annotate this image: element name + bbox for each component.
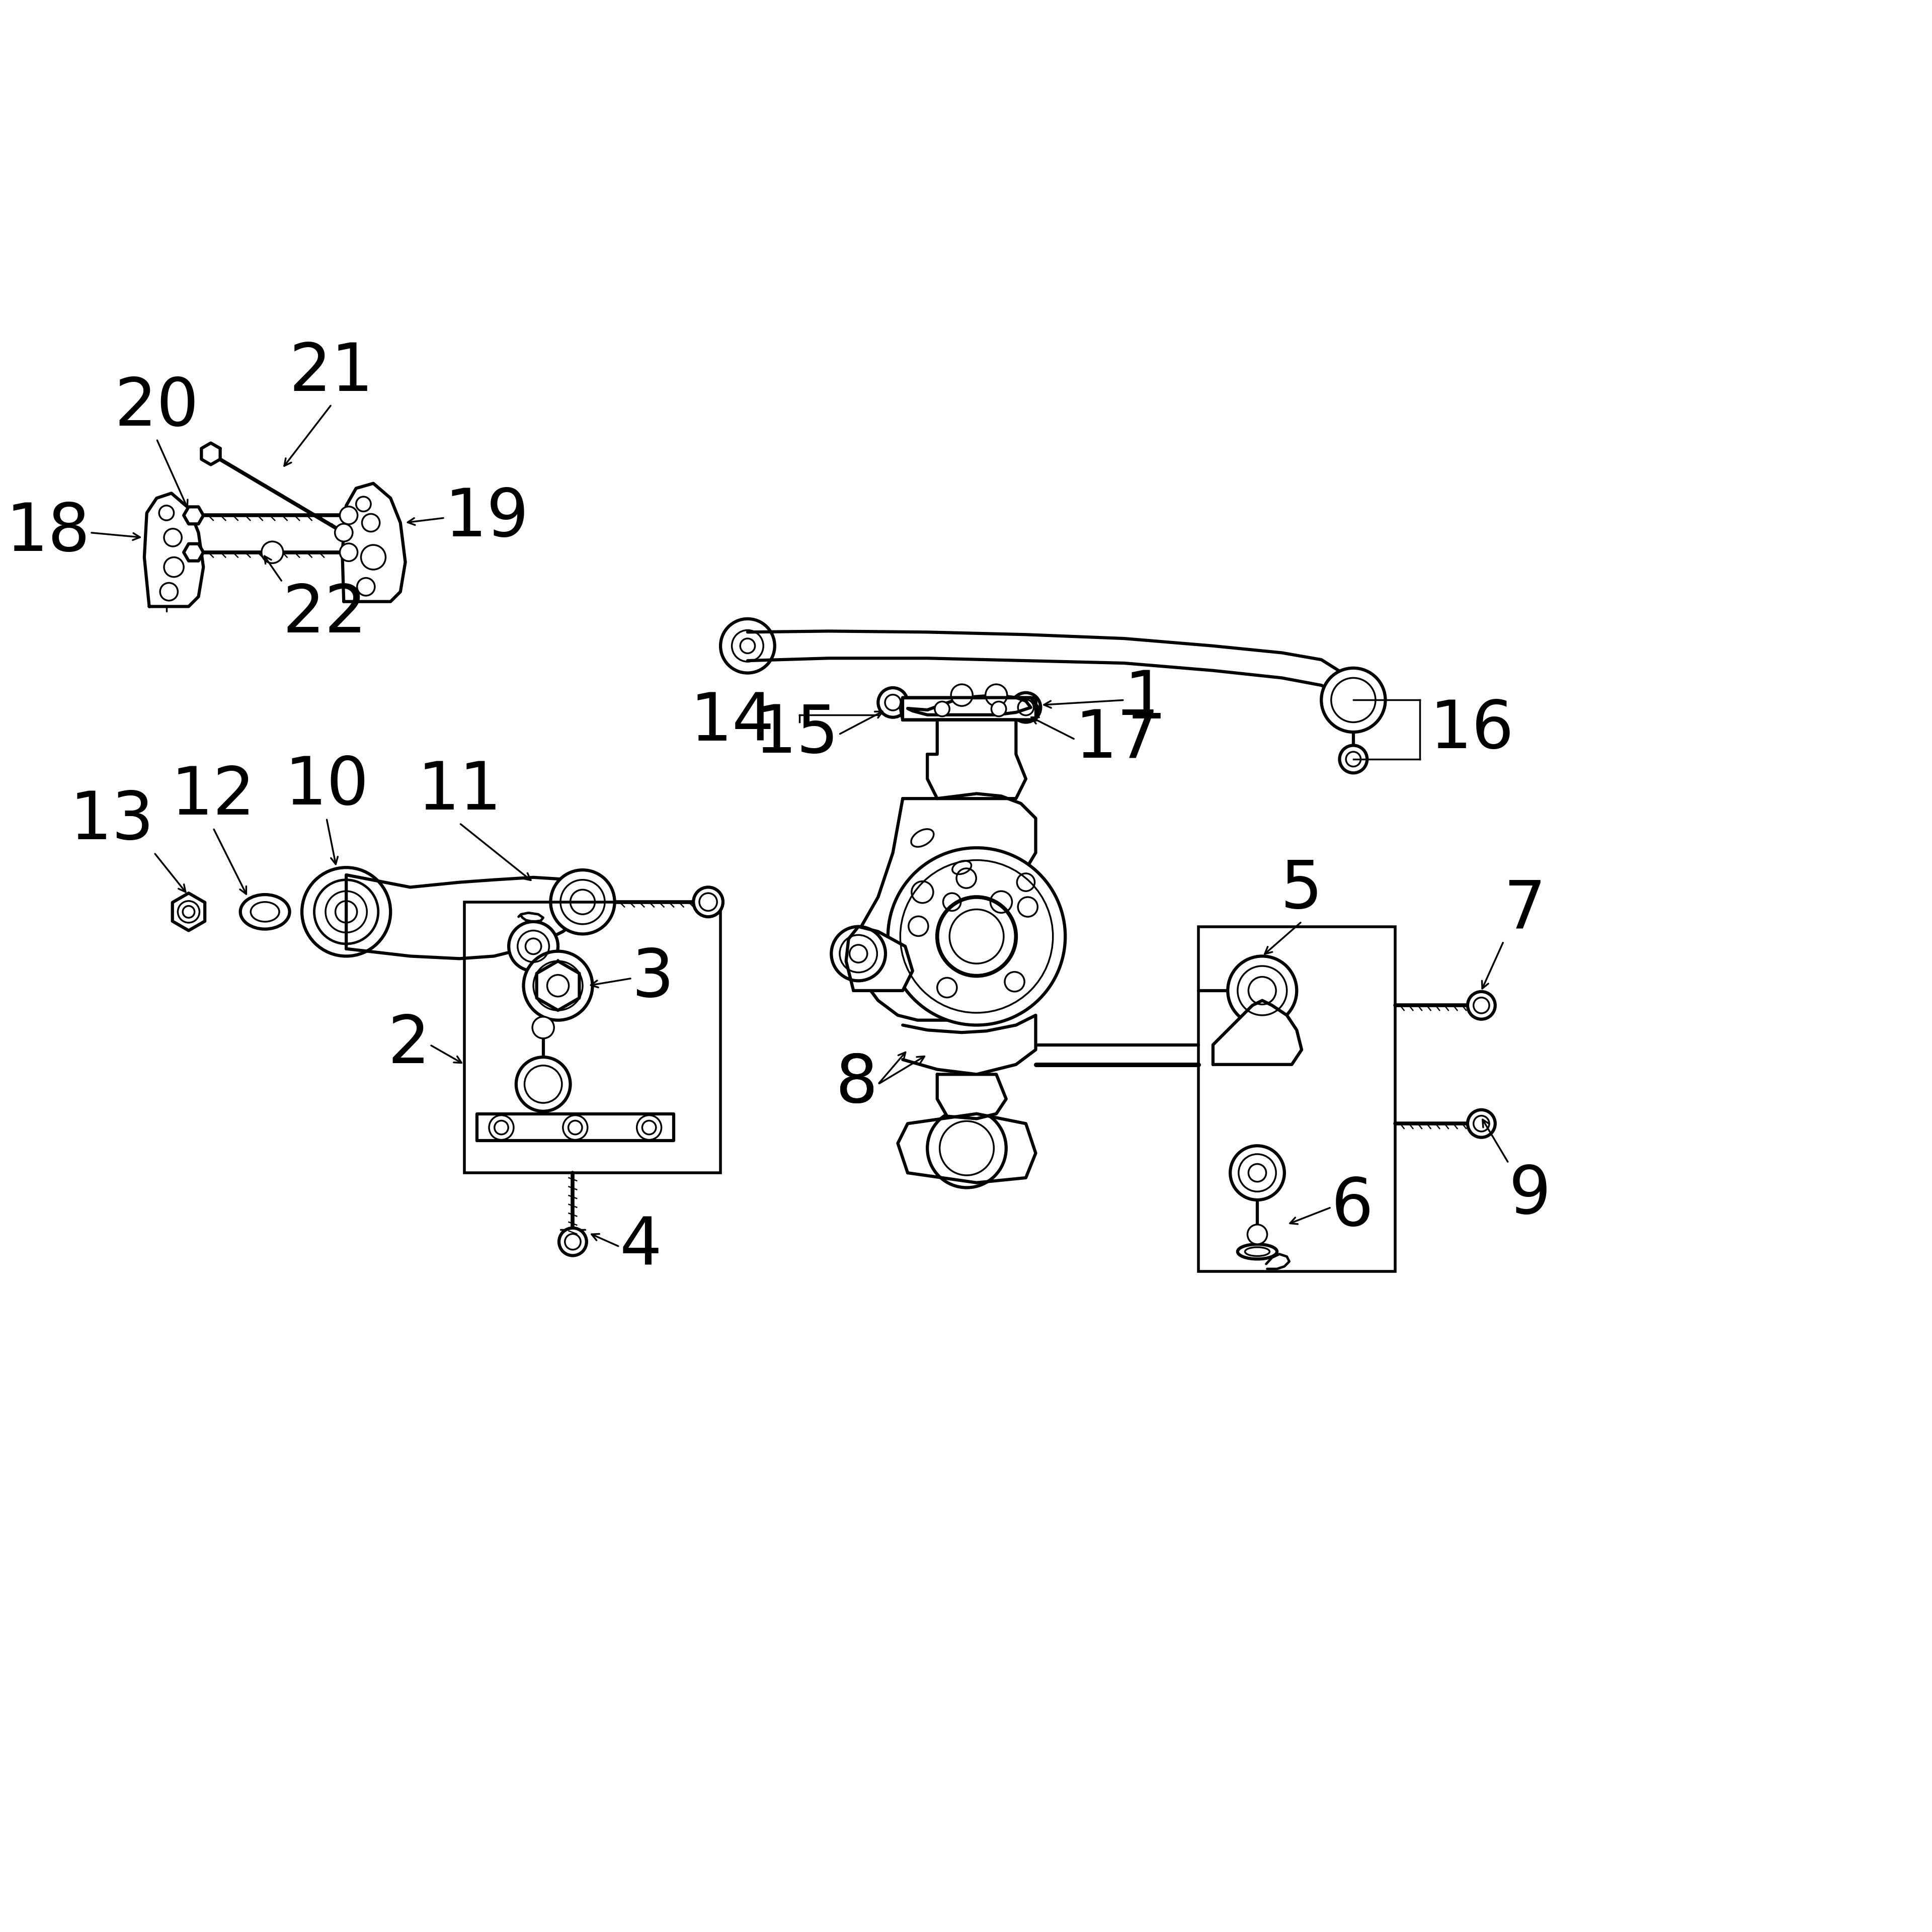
Circle shape <box>638 1115 661 1140</box>
Polygon shape <box>902 1014 1036 1074</box>
Text: 2: 2 <box>388 1012 431 1076</box>
Text: 4: 4 <box>620 1215 663 1279</box>
Circle shape <box>301 867 390 956</box>
Circle shape <box>551 869 614 933</box>
Polygon shape <box>346 875 587 958</box>
Circle shape <box>178 900 199 923</box>
Circle shape <box>956 867 976 889</box>
Circle shape <box>334 524 354 541</box>
Text: 3: 3 <box>632 947 674 1010</box>
Text: 13: 13 <box>70 788 155 852</box>
Polygon shape <box>537 960 580 1010</box>
Circle shape <box>1018 896 1037 918</box>
Circle shape <box>831 927 885 981</box>
Text: 8: 8 <box>837 1053 879 1117</box>
Text: 11: 11 <box>417 759 502 823</box>
Polygon shape <box>184 506 203 524</box>
Text: 10: 10 <box>284 753 369 819</box>
Circle shape <box>951 684 972 705</box>
Circle shape <box>1010 694 1041 723</box>
Circle shape <box>879 688 908 717</box>
Circle shape <box>533 1016 554 1037</box>
Text: 17: 17 <box>1074 707 1159 771</box>
Polygon shape <box>927 721 1026 798</box>
Polygon shape <box>184 543 203 560</box>
Circle shape <box>508 922 558 972</box>
Circle shape <box>937 978 956 997</box>
Circle shape <box>1005 972 1024 991</box>
Polygon shape <box>854 794 1036 1020</box>
Circle shape <box>524 951 593 1020</box>
Circle shape <box>1339 746 1368 773</box>
Text: 21: 21 <box>290 340 373 404</box>
Polygon shape <box>201 442 220 466</box>
Bar <box>1198 927 1395 1271</box>
Circle shape <box>1468 991 1495 1020</box>
Circle shape <box>340 506 357 524</box>
Polygon shape <box>937 1074 1007 1119</box>
Circle shape <box>927 1109 1007 1188</box>
Circle shape <box>908 916 927 935</box>
Circle shape <box>558 1229 587 1256</box>
Ellipse shape <box>240 895 290 929</box>
Circle shape <box>935 701 949 717</box>
Text: 16: 16 <box>1430 697 1515 761</box>
Circle shape <box>694 887 723 918</box>
Polygon shape <box>846 927 912 991</box>
Text: 20: 20 <box>114 375 199 439</box>
Polygon shape <box>908 696 1032 715</box>
Text: 18: 18 <box>6 500 91 564</box>
Text: 1: 1 <box>1124 668 1167 732</box>
Text: 22: 22 <box>282 582 367 645</box>
Text: 9: 9 <box>1509 1163 1551 1227</box>
Polygon shape <box>748 632 1352 715</box>
Polygon shape <box>172 893 205 931</box>
Text: 5: 5 <box>1281 858 1323 922</box>
Circle shape <box>1248 1225 1267 1244</box>
Polygon shape <box>342 483 406 601</box>
Polygon shape <box>900 697 1037 721</box>
Circle shape <box>1468 1109 1495 1138</box>
Circle shape <box>1227 956 1296 1026</box>
Circle shape <box>721 618 775 672</box>
Circle shape <box>340 543 357 560</box>
Polygon shape <box>898 1113 1036 1182</box>
Ellipse shape <box>1238 1244 1277 1260</box>
Circle shape <box>562 1115 587 1140</box>
Circle shape <box>516 1057 570 1111</box>
Polygon shape <box>145 493 203 607</box>
Circle shape <box>261 541 284 562</box>
Circle shape <box>889 848 1065 1026</box>
Text: 8: 8 <box>837 1053 879 1117</box>
Circle shape <box>985 684 1007 705</box>
Text: 14: 14 <box>690 690 775 753</box>
Polygon shape <box>477 1113 674 1140</box>
Text: 6: 6 <box>1331 1175 1374 1238</box>
Circle shape <box>489 1115 514 1140</box>
Text: 7: 7 <box>1503 877 1546 941</box>
Text: 15: 15 <box>753 703 838 767</box>
Text: 19: 19 <box>444 487 529 551</box>
Circle shape <box>937 896 1016 976</box>
Circle shape <box>991 701 1007 717</box>
Bar <box>464 902 721 1173</box>
Polygon shape <box>1213 1001 1302 1065</box>
Circle shape <box>1231 1146 1285 1200</box>
Circle shape <box>1321 668 1385 732</box>
Text: 12: 12 <box>172 765 255 829</box>
